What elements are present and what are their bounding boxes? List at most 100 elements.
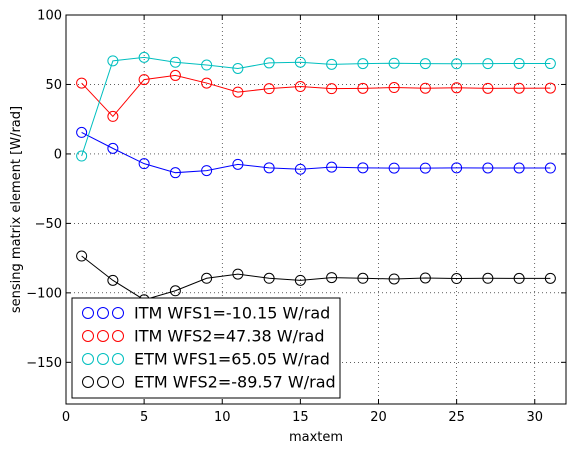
data-point bbox=[263, 83, 275, 95]
data-point bbox=[482, 162, 494, 174]
data-point bbox=[544, 82, 556, 94]
legend-item: ITM WFS2=47.38 W/rad bbox=[82, 327, 325, 346]
data-point bbox=[513, 82, 525, 94]
legend-marker bbox=[97, 376, 109, 388]
data-point bbox=[263, 57, 275, 69]
legend-item: ETM WFS1=65.05 W/rad bbox=[82, 350, 330, 369]
series-line bbox=[81, 56, 551, 157]
data-point bbox=[326, 58, 338, 70]
data-point bbox=[544, 272, 556, 284]
data-point bbox=[482, 272, 494, 284]
data-point bbox=[326, 272, 338, 284]
series-line bbox=[81, 131, 551, 174]
data-point bbox=[232, 268, 244, 280]
data-point bbox=[419, 272, 431, 284]
axis-ticks: 0 5 10 15 20 25 30 100 50 0 −50 −100 −150 bbox=[26, 9, 566, 425]
data-point bbox=[357, 272, 369, 284]
legend-marker bbox=[97, 307, 109, 319]
x-tick-label: 30 bbox=[526, 410, 543, 425]
y-tick-label: 50 bbox=[45, 78, 62, 93]
data-point bbox=[201, 77, 213, 89]
data-point bbox=[419, 58, 431, 70]
data-point bbox=[232, 158, 244, 170]
data-point bbox=[107, 274, 119, 286]
data-point bbox=[419, 162, 431, 174]
x-tick-label: 10 bbox=[214, 410, 231, 425]
legend-marker bbox=[97, 353, 109, 365]
data-point bbox=[451, 273, 463, 285]
data-point bbox=[357, 82, 369, 94]
data-point bbox=[76, 150, 88, 162]
series-1 bbox=[76, 126, 556, 179]
y-tick-label: 0 bbox=[54, 147, 62, 162]
data-point bbox=[138, 158, 150, 170]
data-point bbox=[419, 82, 431, 94]
legend-marker bbox=[82, 353, 94, 365]
series-2 bbox=[76, 69, 556, 122]
plot-frame bbox=[65, 14, 567, 405]
x-tick-label: 5 bbox=[140, 410, 148, 425]
data-point bbox=[138, 51, 150, 63]
data-point bbox=[232, 62, 244, 74]
data-point bbox=[76, 126, 88, 138]
data-point bbox=[107, 142, 119, 154]
data-point bbox=[544, 58, 556, 70]
data-point bbox=[294, 163, 306, 175]
data-point bbox=[169, 167, 181, 179]
x-axis-label: maxtem bbox=[289, 430, 343, 445]
data-point bbox=[326, 161, 338, 173]
data-point bbox=[138, 74, 150, 86]
data-point bbox=[388, 82, 400, 94]
y-axis-label: sensing matrix element [W/rad] bbox=[9, 106, 24, 313]
data-point bbox=[451, 82, 463, 94]
data-point bbox=[76, 250, 88, 262]
data-point bbox=[388, 273, 400, 285]
legend-marker bbox=[112, 353, 124, 365]
data-point bbox=[513, 57, 525, 69]
legend-item: ITM WFS1=-10.15 W/rad bbox=[82, 304, 330, 323]
data-point bbox=[107, 55, 119, 67]
legend-label: ITM WFS2=47.38 W/rad bbox=[134, 327, 325, 346]
data-point bbox=[201, 272, 213, 284]
legend: ITM WFS1=-10.15 W/rad ITM WFS2=47.38 W/ra… bbox=[71, 297, 341, 399]
data-point bbox=[388, 162, 400, 174]
y-tick-label: −50 bbox=[35, 217, 62, 232]
legend-marker bbox=[82, 376, 94, 388]
data-point bbox=[201, 165, 213, 177]
data-point bbox=[482, 58, 494, 70]
legend-marker bbox=[112, 307, 124, 319]
data-point bbox=[544, 162, 556, 174]
data-point bbox=[388, 57, 400, 69]
y-tick-label: −150 bbox=[26, 356, 62, 371]
legend-marker bbox=[82, 330, 94, 342]
legend-label: ITM WFS1=-10.15 W/rad bbox=[134, 304, 330, 323]
data-point bbox=[451, 162, 463, 174]
x-tick-label: 25 bbox=[448, 410, 465, 425]
legend-box bbox=[71, 297, 341, 399]
data-point bbox=[76, 77, 88, 89]
data-point bbox=[169, 285, 181, 297]
x-tick-label: 0 bbox=[62, 410, 70, 425]
data-point bbox=[169, 69, 181, 81]
legend-marker bbox=[112, 376, 124, 388]
data-point bbox=[513, 272, 525, 284]
data-point bbox=[294, 274, 306, 286]
y-tick-label: −100 bbox=[26, 286, 62, 301]
legend-marker bbox=[82, 307, 94, 319]
data-point bbox=[201, 59, 213, 71]
y-tick-label: 100 bbox=[37, 9, 62, 24]
legend-marker bbox=[97, 330, 109, 342]
data-point bbox=[357, 58, 369, 70]
series-layer bbox=[76, 51, 556, 306]
x-tick-label: 15 bbox=[292, 410, 309, 425]
series-line bbox=[81, 255, 551, 301]
data-point bbox=[294, 81, 306, 93]
data-point bbox=[326, 83, 338, 95]
data-point bbox=[294, 56, 306, 68]
legend-item: ETM WFS2=-89.57 W/rad bbox=[82, 373, 336, 392]
data-point bbox=[232, 86, 244, 98]
data-point bbox=[107, 110, 119, 122]
series-line bbox=[81, 74, 551, 118]
series-4 bbox=[76, 250, 556, 306]
